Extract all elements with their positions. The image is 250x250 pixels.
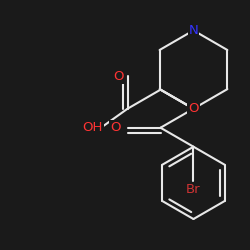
Text: O: O bbox=[188, 102, 199, 115]
Text: N: N bbox=[188, 24, 198, 37]
Text: OH: OH bbox=[82, 121, 102, 134]
Text: Br: Br bbox=[186, 183, 201, 196]
Text: O: O bbox=[114, 70, 124, 83]
Text: O: O bbox=[110, 121, 120, 134]
